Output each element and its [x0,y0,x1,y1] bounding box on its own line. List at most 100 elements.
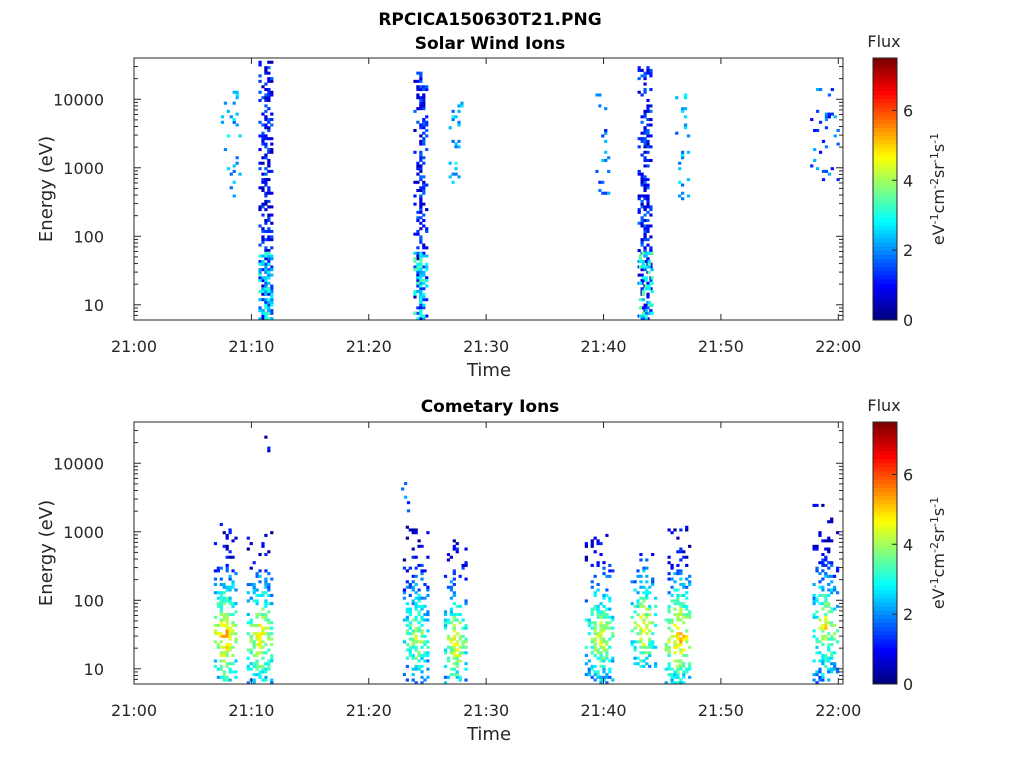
flux-cell [408,613,412,617]
flux-cell [451,139,455,143]
flux-cell [824,547,828,551]
flux-cell [637,90,641,94]
flux-cell [833,637,837,641]
flux-cell [604,107,608,111]
flux-cell [682,675,686,679]
flux-cell [249,640,253,644]
colorbar-swatch [873,156,897,161]
flux-cell [827,602,831,606]
flux-cell [824,555,828,559]
colorbar-swatch [873,119,897,124]
flux-cell [584,599,588,603]
flux-cell [219,593,223,597]
flux-cell [643,115,647,119]
flux-cell [426,618,430,622]
flux-cell [267,164,271,168]
flux-cell [599,640,603,644]
flux-cell [648,607,652,611]
flux-cell [818,561,822,565]
flux-cell [650,303,654,307]
colorbar-frame [872,421,898,685]
flux-cell [234,610,238,614]
flux-cell [426,613,430,617]
flux-cell [464,626,468,630]
flux-cell [642,643,646,647]
flux-cell [646,197,650,201]
flux-cell [664,681,668,685]
flux-cell [228,577,232,581]
flux-cell [267,262,271,266]
flux-cell [638,254,642,258]
flux-cell [630,580,634,584]
flux-cell [249,634,253,638]
flux-cell [673,580,677,584]
flux-cell [270,60,274,64]
flux-cell [426,640,430,644]
flux-cell [219,667,223,671]
flux-cell [261,172,265,176]
colorbar-swatch [873,164,897,169]
flux-cell [596,604,600,608]
flux-cell [264,68,268,72]
flux-cell [443,618,448,622]
flux-cell [646,227,650,231]
flux-cell [258,664,262,668]
flux-cell [261,96,265,100]
flux-cell [681,107,685,111]
flux-cell [267,66,271,70]
flux-cell [225,621,229,625]
colorbar-swatch [873,103,897,108]
flux-cell [593,607,597,611]
flux-cell [646,134,650,138]
flux-cell [408,610,412,614]
flux-cell [419,216,423,220]
flux-cell [414,531,418,535]
flux-cell [818,150,823,154]
flux-cell [264,276,268,280]
flux-cell [590,626,594,630]
x-tick-label: 21:10 [228,701,274,720]
flux-cell [827,520,831,524]
colorbar-swatch [873,115,897,120]
colorbar-swatch [873,58,897,63]
flux-cell [416,120,420,124]
flux-cell [830,610,834,614]
flux-cell [818,659,822,663]
flux-cell [639,659,643,663]
flux-cell [225,653,229,658]
flux-cell [451,115,455,119]
flux-cell [267,273,271,277]
flux-cell [650,251,654,255]
flux-cell [836,178,840,182]
flux-cell [413,251,417,255]
flux-cell [812,629,816,633]
flux-cell [228,531,232,535]
flux-cell [402,558,407,562]
flux-cell [419,77,423,81]
flux-cell [646,131,650,135]
flux-cell [267,550,271,554]
flux-cell [267,199,271,203]
flux-cell [423,678,427,682]
flux-cell [229,186,233,190]
flux-cell [225,675,229,679]
flux-cell [667,637,671,641]
colorbar-swatch [873,569,897,574]
flux-cell [423,596,427,600]
flux-cell [461,563,465,567]
flux-cell [643,109,647,113]
flux-cell [593,629,597,633]
flux-cell [261,112,265,116]
colorbar-swatch [873,630,897,636]
flux-cell [267,309,271,313]
flux-cell [222,623,226,627]
flux-cell [222,613,226,617]
flux-cell [216,569,220,573]
flux-cell [648,585,652,589]
flux-cell [458,574,462,578]
flux-cell [679,528,683,532]
flux-cell [454,161,458,165]
flux-cell [225,599,229,603]
flux-cell [270,90,274,94]
flux-cell [824,572,828,576]
